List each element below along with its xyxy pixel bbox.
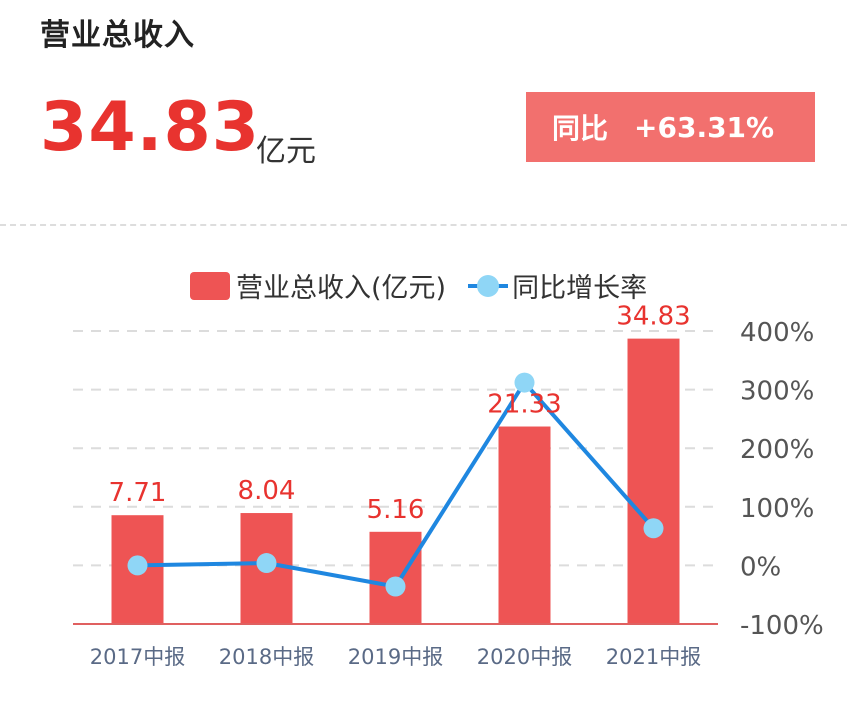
bar-value-label: 21.33 — [487, 390, 561, 420]
bar-value-label: 8.04 — [238, 476, 296, 506]
bar — [498, 426, 551, 624]
x-axis-tick-label: 2018中报 — [219, 645, 314, 669]
revenue-value: 34.83 — [40, 88, 261, 167]
section-divider — [0, 224, 847, 226]
x-axis-tick-label: 2021中报 — [606, 645, 701, 669]
growth-point — [256, 553, 277, 574]
yoy-value: +63.31% — [634, 110, 775, 144]
growth-point — [514, 372, 535, 393]
legend-line-swatch — [468, 272, 509, 300]
x-axis-tick-label: 2020中报 — [477, 645, 572, 669]
bar-value-label: 34.83 — [616, 302, 690, 332]
legend-line-label: 同比增长率 — [512, 273, 648, 304]
revenue-unit: 亿元 — [256, 134, 316, 169]
revenue-growth-chart: 400% 300% 200% 100% 0% -100% 2017中报 2018中报 2019中… — [73, 302, 824, 669]
legend-bar-label: 营业总收入(亿元) — [236, 273, 447, 304]
card-title: 营业总收入 — [40, 18, 195, 53]
right-axis-tick-label: 0% — [740, 552, 781, 582]
right-axis-tick-label: -100% — [740, 611, 824, 641]
x-axis-tick-label: 2017中报 — [90, 645, 185, 669]
growth-point — [643, 518, 664, 539]
growth-point — [127, 555, 148, 576]
x-axis-tick-label: 2019中报 — [348, 645, 443, 669]
growth-point — [385, 576, 406, 597]
bar-value-label: 5.16 — [367, 495, 425, 525]
right-axis-tick-label: 300% — [740, 377, 814, 407]
yoy-badge: 同比 +63.31% — [526, 92, 815, 162]
right-axis-tick-label: 100% — [740, 494, 814, 524]
yoy-label: 同比 — [552, 112, 609, 145]
chart-legend: 营业总收入(亿元) 同比增长率 — [190, 266, 647, 305]
bar — [627, 338, 680, 624]
right-axis-tick-label: 400% — [740, 318, 814, 348]
right-axis-tick-label: 200% — [740, 435, 814, 465]
legend-bar-swatch — [190, 271, 230, 300]
bar-value-label: 7.71 — [109, 478, 167, 508]
